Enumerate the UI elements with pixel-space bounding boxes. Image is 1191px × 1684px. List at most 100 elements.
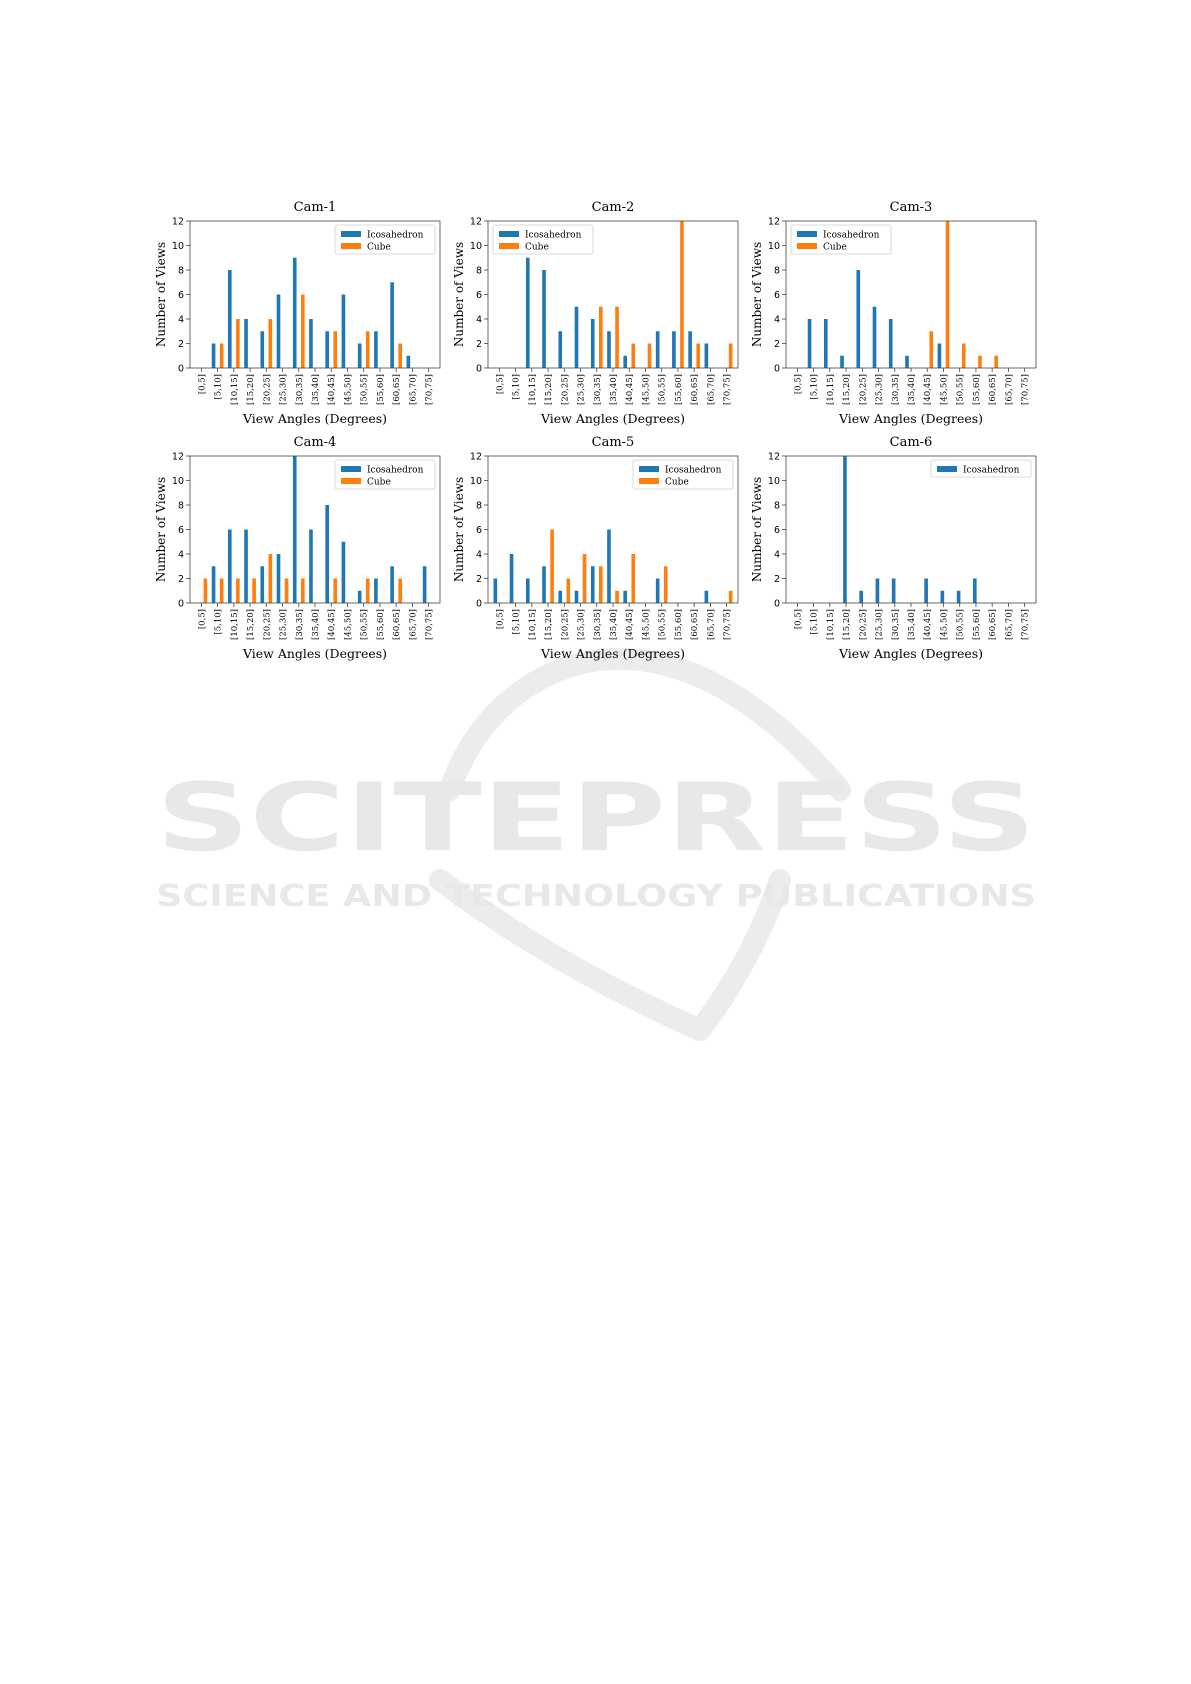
bar <box>558 590 563 603</box>
x-tick-label: [60,65] <box>392 374 402 405</box>
x-tick-label: [45,50] <box>343 374 353 405</box>
x-tick-label: [45,50] <box>939 374 949 405</box>
x-tick-label: [20,25] <box>858 374 868 405</box>
bar <box>357 590 362 603</box>
x-tick-label: [5,10] <box>512 609 522 635</box>
x-tick-label: [70,75] <box>425 374 435 405</box>
bar <box>236 319 240 368</box>
bar <box>680 221 684 368</box>
x-tick-label: [25,30] <box>577 374 587 405</box>
bar <box>696 343 701 368</box>
x-tick-label: [30,35] <box>593 374 603 405</box>
bar <box>598 566 603 603</box>
bar <box>493 578 498 603</box>
x-tick-label: [30,35] <box>891 609 901 640</box>
x-tick-label: [30,35] <box>295 374 305 405</box>
bar <box>300 294 305 368</box>
x-tick-label: [5,10] <box>214 609 224 635</box>
bar <box>631 554 636 603</box>
y-tick-label: 10 <box>470 476 482 487</box>
bar <box>872 306 877 368</box>
bar <box>598 306 603 368</box>
y-tick-label: 0 <box>774 364 780 375</box>
y-tick-label: 6 <box>774 525 780 536</box>
y-tick-label: 12 <box>172 217 184 228</box>
x-tick-label: [20,25] <box>262 609 272 640</box>
bar <box>211 566 216 603</box>
bar <box>623 590 628 603</box>
x-tick-label: [10,15] <box>826 609 836 640</box>
bar <box>333 578 338 603</box>
bar <box>244 319 248 368</box>
y-tick-label: 2 <box>774 574 780 585</box>
bar <box>875 578 880 603</box>
x-tick-label: [65,70] <box>1004 609 1014 640</box>
bar <box>688 331 692 368</box>
bar <box>582 554 587 603</box>
bar <box>422 566 427 603</box>
y-tick-label: 12 <box>768 217 780 228</box>
y-tick-label: 4 <box>178 315 184 326</box>
bar <box>236 578 240 603</box>
bar <box>945 221 950 368</box>
y-tick-label: 4 <box>476 550 482 561</box>
x-tick-label: [40,45] <box>923 609 933 640</box>
bar <box>631 343 636 368</box>
x-tick-label: [5,10] <box>810 609 820 635</box>
x-tick-label: [60,65] <box>392 609 402 640</box>
bar <box>406 355 411 368</box>
y-tick-label: 6 <box>774 290 780 301</box>
bar <box>374 331 378 368</box>
y-tick-label: 0 <box>178 599 184 610</box>
bar <box>227 529 232 603</box>
legend-label: Icosahedron <box>525 231 582 241</box>
x-tick-label: [45,50] <box>641 609 651 640</box>
y-axis-label: Number of Views <box>452 242 466 347</box>
bar <box>856 270 861 368</box>
bar <box>390 282 394 368</box>
bar <box>268 554 273 603</box>
bar <box>542 566 546 603</box>
y-tick-label: 12 <box>470 452 482 463</box>
bar <box>284 578 289 603</box>
chart-5: Cam-5 0 2 4 6 8 10 12 [0,5] [5,10] [10,15] [15,20] [… <box>452 435 739 661</box>
bar <box>891 578 896 603</box>
x-tick-label: [65,70] <box>706 609 716 640</box>
y-tick-label: 2 <box>476 339 482 350</box>
bar <box>590 566 595 603</box>
legend-swatch <box>341 231 361 237</box>
bar <box>509 554 514 603</box>
bar <box>929 331 934 368</box>
x-tick-label: [60,65] <box>988 609 998 640</box>
y-tick-label: 4 <box>476 315 482 326</box>
legend-swatch <box>341 466 361 472</box>
chart-title: Cam-3 <box>890 200 933 215</box>
bar <box>994 355 999 368</box>
x-tick-label: [25,30] <box>279 609 289 640</box>
x-tick-label: [60,65] <box>690 609 700 640</box>
x-tick-label: [45,50] <box>939 609 949 640</box>
y-tick-label: 0 <box>476 364 482 375</box>
bar <box>574 590 579 603</box>
bar <box>276 294 281 368</box>
y-tick-label: 6 <box>178 525 184 536</box>
x-tick-label: [55,60] <box>972 374 982 405</box>
legend-swatch <box>341 243 361 249</box>
x-tick-label: [20,25] <box>858 609 868 640</box>
x-tick-label: [45,50] <box>641 374 651 405</box>
bar <box>227 270 232 368</box>
x-tick-label: [60,65] <box>988 374 998 405</box>
x-tick-label: [50,55] <box>658 374 668 405</box>
x-axis-label: View Angles (Degrees) <box>838 411 983 426</box>
bar <box>663 566 668 603</box>
bar <box>558 331 563 368</box>
bar <box>219 343 224 368</box>
x-tick-label: [0,5] <box>793 374 803 394</box>
bar <box>566 578 571 603</box>
x-tick-label: [60,65] <box>690 374 700 405</box>
bar <box>325 505 330 603</box>
bar <box>615 306 619 368</box>
bar <box>843 456 847 603</box>
x-axis-label: View Angles (Degrees) <box>838 646 983 661</box>
